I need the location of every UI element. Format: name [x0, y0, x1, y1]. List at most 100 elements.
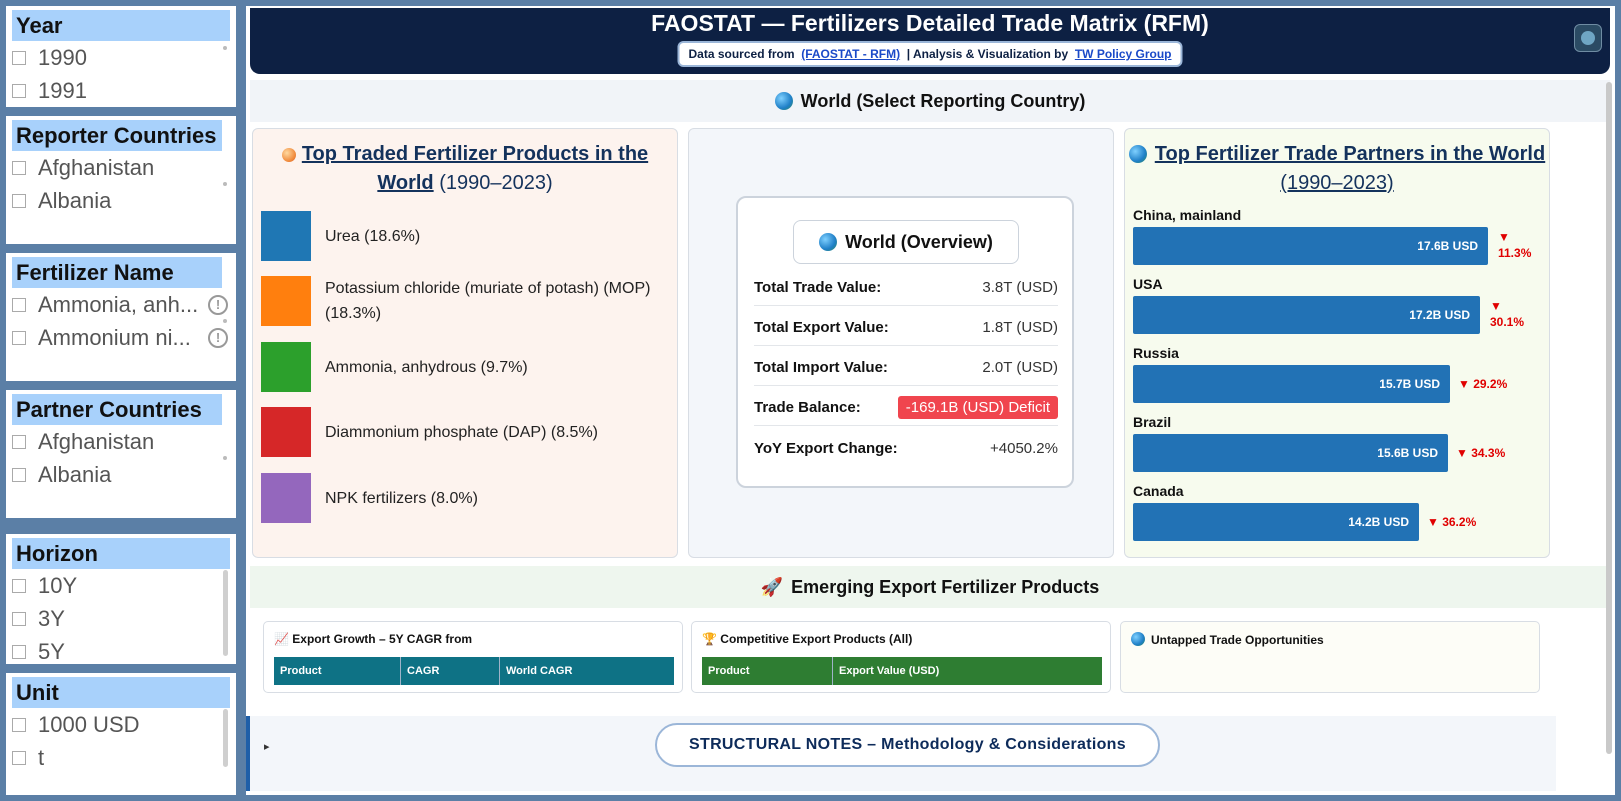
rocket-icon: 🚀 [760, 577, 784, 597]
scrollbar[interactable] [223, 709, 228, 767]
scroll-indicator [223, 182, 227, 186]
year-slicer-title: Year [12, 10, 230, 41]
year-slicer[interactable]: Year 1990 1991 [6, 6, 236, 107]
structural-notes-button[interactable]: STRUCTURAL NOTES – Methodology & Conside… [655, 723, 1160, 767]
scroll-indicator [223, 319, 227, 323]
checkbox[interactable] [12, 160, 26, 175]
checkbox[interactable] [12, 611, 26, 626]
top-partners-link[interactable]: Top Fertilizer Trade Partners in the Wor… [1154, 143, 1546, 165]
expand-toggle-icon[interactable]: ▸ [264, 741, 270, 753]
horizon-option-3y[interactable]: 3Y [6, 602, 236, 635]
globe-icon [1131, 632, 1145, 646]
emerging-banner: 🚀 Emerging Export Fertilizer Products [250, 566, 1610, 608]
horizon-slicer[interactable]: Horizon 10Y 3Y 5Y [6, 534, 236, 664]
legend-swatch [261, 211, 311, 261]
checkbox[interactable] [12, 50, 26, 65]
horizon-option-10y[interactable]: 10Y [6, 569, 236, 602]
reporter-countries-slicer[interactable]: Reporter Countries Afghanistan Albania [6, 116, 236, 244]
year-option-1991[interactable]: 1991 [6, 74, 236, 107]
overview-row-total-export: Total Export Value: 1.8T (USD) [754, 310, 1058, 346]
info-icon[interactable]: ! [208, 328, 228, 348]
globe-icon [819, 233, 838, 251]
checkbox[interactable] [12, 578, 26, 593]
checkbox[interactable] [12, 193, 26, 208]
column-header[interactable]: Product [274, 657, 401, 685]
scrollbar[interactable] [223, 570, 228, 656]
partner-value-bar[interactable]: 15.7B USD [1133, 365, 1450, 403]
competitive-export-header: Product Export Value (USD) [702, 657, 1102, 685]
horizon-option-5y[interactable]: 5Y [6, 635, 236, 664]
partner-item: Russia 15.7B USD ▼ 29.2% [1133, 345, 1507, 403]
partner-value-bar[interactable]: 17.2B USD [1133, 296, 1480, 334]
partner-option-albania[interactable]: Albania [6, 458, 236, 491]
partner-name: USA [1133, 276, 1163, 292]
reporter-slicer-title: Reporter Countries [12, 120, 222, 151]
overview-row-yoy-export: YoY Export Change: +4050.2% [754, 439, 1058, 457]
checkbox[interactable] [12, 434, 26, 449]
legend-swatch [261, 276, 311, 326]
partner-item: USA 17.2B USD ▼ 30.1% [1133, 276, 1524, 334]
product-item-urea: Urea (18.6%) [261, 211, 420, 261]
overview-title: World (Overview) [793, 220, 1019, 264]
partner-value-bar[interactable]: 15.6B USD [1133, 434, 1448, 472]
checkbox[interactable] [12, 297, 26, 312]
trophy-icon: 🏆 [702, 632, 717, 646]
partner-item: Brazil 15.6B USD ▼ 34.3% [1133, 414, 1505, 472]
deficit-badge: -169.1B (USD) Deficit [897, 396, 1058, 419]
fertilizer-slicer-title: Fertilizer Name [12, 257, 222, 288]
partner-change-indicator: ▼ 30.1% [1490, 299, 1525, 329]
column-header[interactable]: Export Value (USD) [839, 665, 940, 677]
checkbox[interactable] [12, 717, 26, 732]
top-products-link[interactable]: Top Traded Fertilizer Products in the Wo… [301, 143, 649, 194]
partner-option-afghanistan[interactable]: Afghanistan [6, 425, 236, 458]
product-item-mop: Potassium chloride (muriate of potash) (… [261, 276, 670, 326]
legend-swatch [261, 407, 311, 457]
partner-value-bar[interactable]: 14.2B USD [1133, 503, 1419, 541]
product-item-ammonia: Ammonia, anhydrous (9.7%) [261, 342, 528, 392]
checkbox[interactable] [12, 750, 26, 765]
partner-name: Russia [1133, 345, 1179, 361]
report-header: FAOSTAT — Fertilizers Detailed Trade Mat… [250, 8, 1610, 74]
unit-slicer-title: Unit [12, 677, 230, 708]
partner-countries-slicer[interactable]: Partner Countries Afghanistan Albania [6, 390, 236, 518]
partner-item: Canada 14.2B USD ▼ 36.2% [1133, 483, 1476, 541]
product-item-npk: NPK fertilizers (8.0%) [261, 473, 478, 523]
partner-name: Canada [1133, 483, 1184, 499]
column-header[interactable]: CAGR [401, 657, 500, 685]
checkbox[interactable] [12, 467, 26, 482]
reporter-option-afghanistan[interactable]: Afghanistan [6, 151, 236, 184]
top-products-title: Top Traded Fertilizer Products in the Wo… [253, 140, 677, 198]
unit-slicer[interactable]: Unit 1000 USD t [6, 673, 236, 795]
checkbox[interactable] [12, 330, 26, 345]
main-report-panel: FAOSTAT — Fertilizers Detailed Trade Mat… [246, 6, 1615, 795]
main-scrollbar[interactable] [1606, 82, 1612, 754]
unit-option-t[interactable]: t [6, 741, 236, 774]
partners-years-link[interactable]: (1990–2023) [1280, 172, 1394, 194]
partner-value-bar[interactable]: 17.6B USD [1133, 227, 1488, 265]
fertilizer-name-slicer[interactable]: Fertilizer Name Ammonia, anh...! Ammoniu… [6, 253, 236, 381]
column-header[interactable]: World CAGR [506, 665, 573, 677]
fertilizer-option-ammonia[interactable]: Ammonia, anh...! [6, 288, 236, 321]
chart-icon: 📈 [274, 632, 289, 646]
checkbox[interactable] [12, 83, 26, 98]
top-products-card: Top Traded Fertilizer Products in the Wo… [252, 128, 678, 558]
reporter-option-albania[interactable]: Albania [6, 184, 236, 217]
partner-name: China, mainland [1133, 207, 1242, 223]
horizon-slicer-title: Horizon [12, 538, 230, 569]
fertilizer-option-ammonium-nitrate[interactable]: Ammonium ni...! [6, 321, 236, 354]
year-option-1990[interactable]: 1990 [6, 41, 236, 74]
partner-change-indicator: ▼ 29.2% [1458, 377, 1508, 391]
unit-option-1000-usd[interactable]: 1000 USD [6, 708, 236, 741]
sun-icon [281, 148, 296, 162]
untapped-opportunities-box: Untapped Trade Opportunities [1120, 621, 1540, 693]
globe-icon [774, 92, 793, 110]
faostat-link[interactable]: (FAOSTAT - RFM) [801, 47, 901, 61]
column-header[interactable]: Product [702, 657, 833, 685]
competitive-export-table: 🏆 Competitive Export Products (All) Prod… [691, 621, 1111, 693]
checkbox[interactable] [12, 644, 26, 659]
world-overview-box: World (Overview) Total Trade Value: 3.8T … [736, 196, 1074, 488]
tw-policy-group-link[interactable]: TW Policy Group [1074, 47, 1172, 61]
info-icon[interactable]: ! [208, 295, 228, 315]
report-title: FAOSTAT — Fertilizers Detailed Trade Mat… [651, 10, 1209, 36]
legend-swatch [261, 342, 311, 392]
